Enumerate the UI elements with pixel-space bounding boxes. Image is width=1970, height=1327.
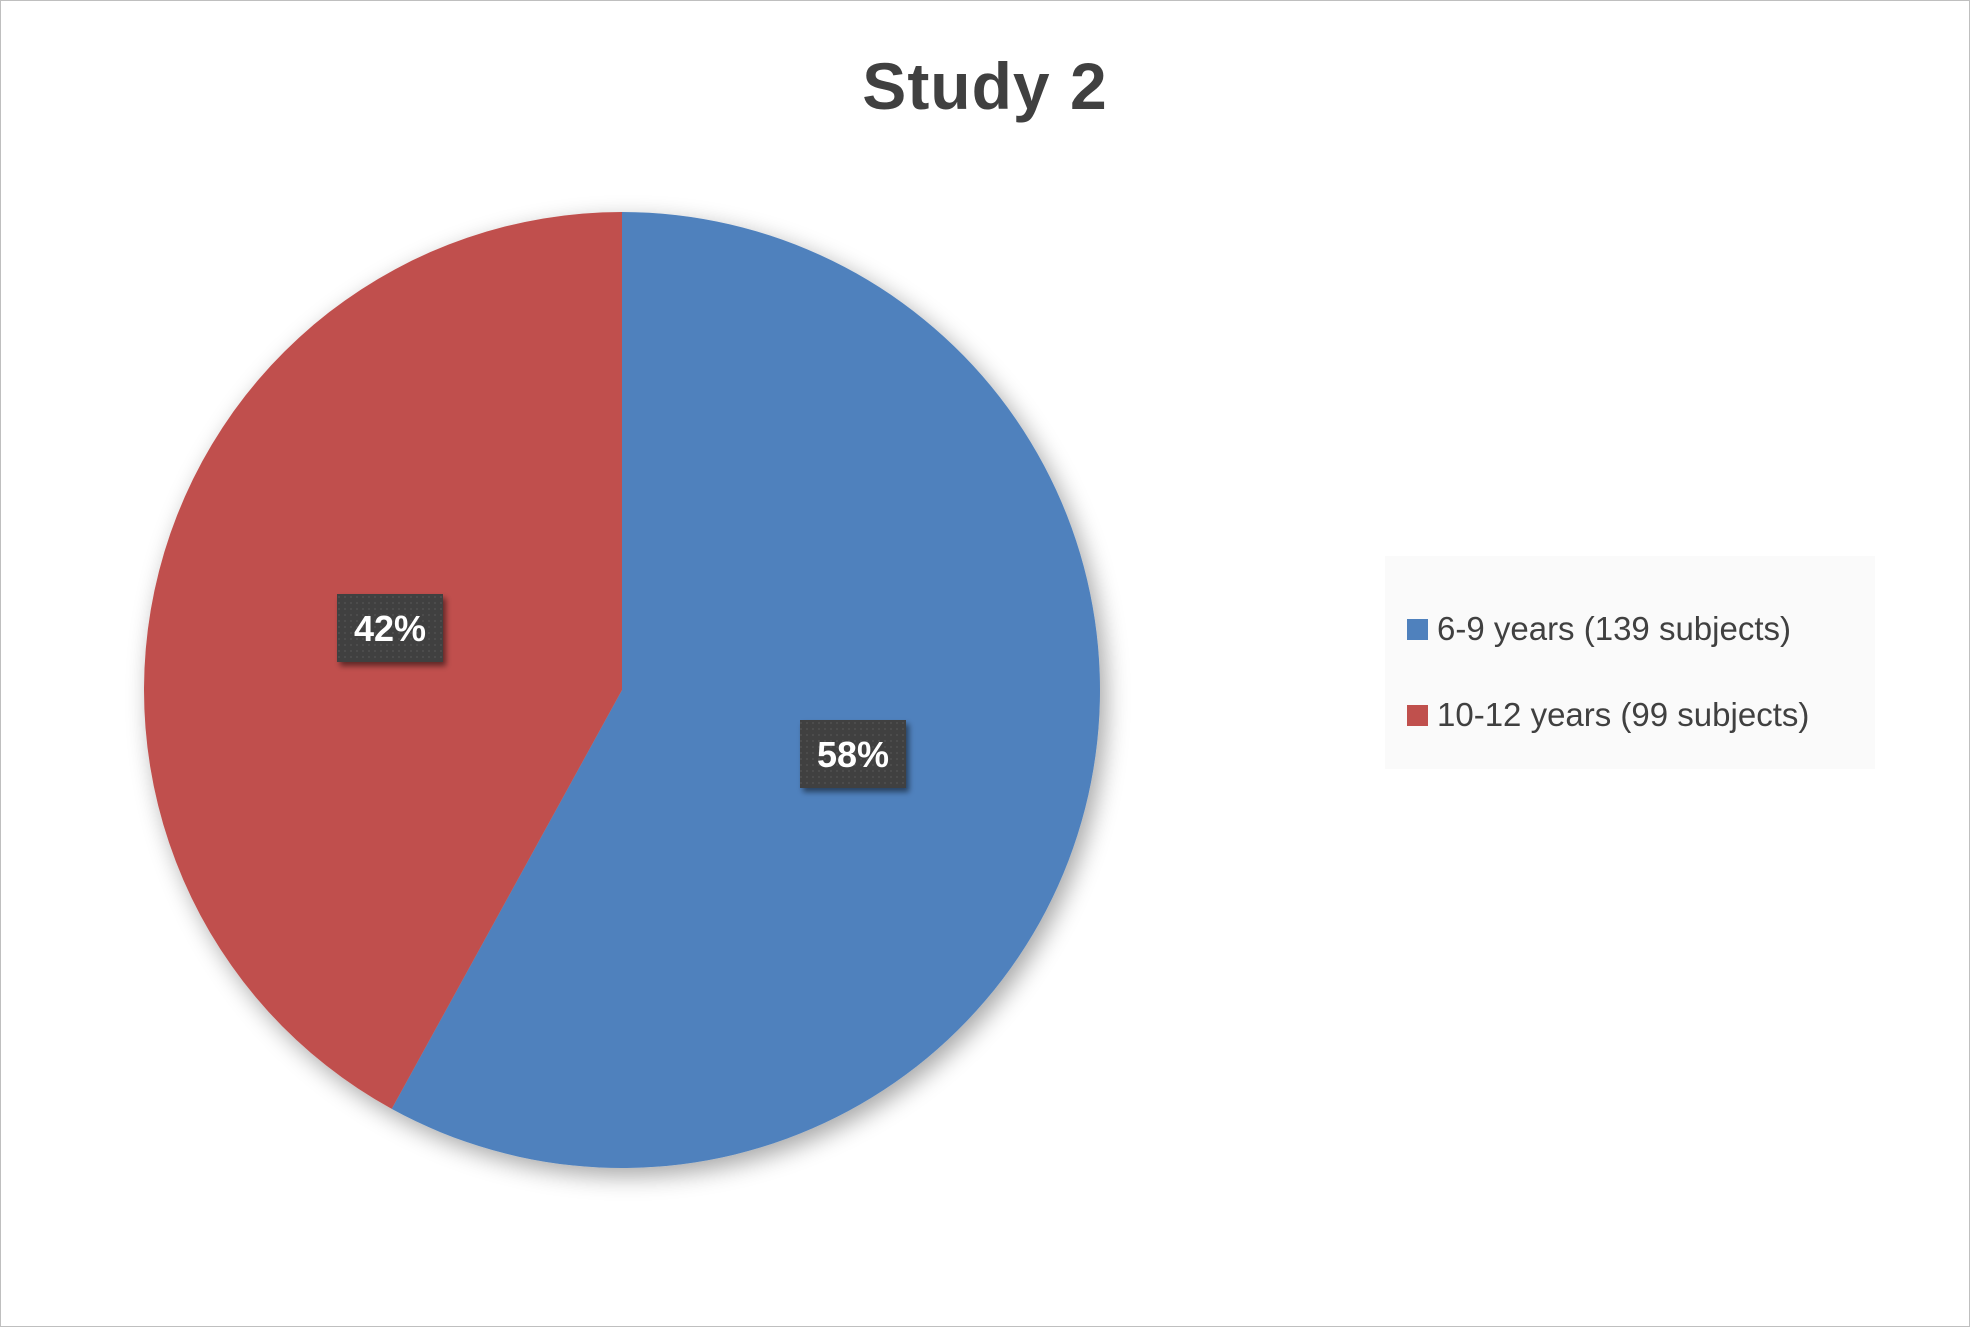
pie-data-labels: 58% 42%: [337, 594, 906, 788]
legend-swatch-6-9-years: [1407, 618, 1428, 640]
pie-slice-0: [391, 212, 1100, 1168]
data-label-text-0: 58%: [817, 734, 889, 775]
data-label-0: 58%: [800, 720, 906, 788]
data-label-box-0: [800, 720, 906, 788]
data-label-1: 42%: [337, 594, 443, 662]
data-label-text-1: 42%: [354, 608, 426, 649]
legend-label: 6-9 years (139 subjects): [1437, 610, 1791, 647]
legend-item-6-9-years: 6-9 years (139 subjects): [1407, 607, 1791, 651]
legend-label: 10-12 years (99 subjects): [1437, 696, 1810, 733]
chart-title: Study 2: [862, 49, 1108, 123]
legend-swatch-10-12-years: [1407, 704, 1428, 726]
legend: 6-9 years (139 subjects) 10-12 years (99…: [1385, 556, 1875, 769]
data-label-box-1: [337, 594, 443, 662]
legend-item-10-12-years: 10-12 years (99 subjects): [1407, 693, 1809, 737]
pie-slices: [143, 212, 1100, 1168]
